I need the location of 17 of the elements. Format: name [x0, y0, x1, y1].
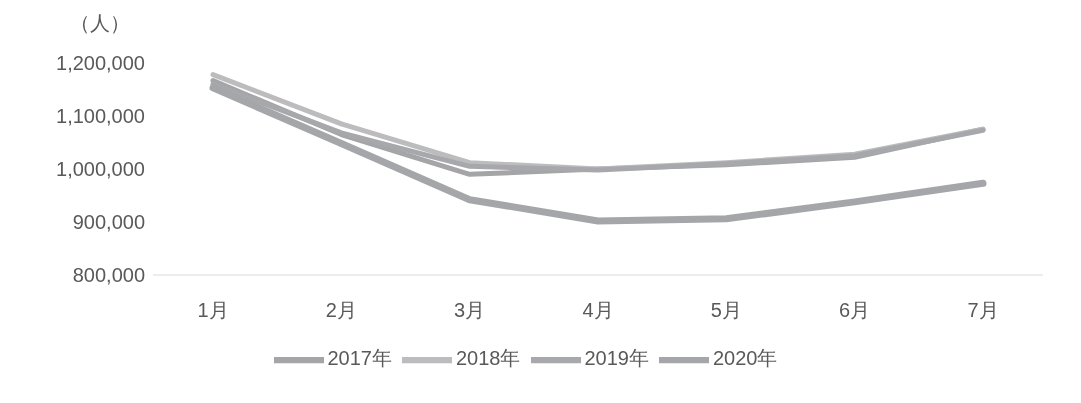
- legend-label: 2019年: [584, 347, 649, 370]
- y-tick-label: 1,100,000: [56, 105, 145, 128]
- legend-label: 2017年: [327, 347, 392, 370]
- x-tick-label: 1月: [197, 299, 229, 322]
- y-tick-label: 1,000,000: [56, 158, 145, 181]
- x-tick-label: 3月: [454, 299, 486, 322]
- x-tick-label: 2月: [325, 299, 357, 322]
- x-tick-label: 4月: [582, 299, 614, 322]
- x-tick-label: 5月: [710, 299, 742, 322]
- x-tick-label: 7月: [967, 299, 999, 322]
- y-tick-label: 900,000: [72, 211, 145, 234]
- y-tick-label: 1,200,000: [56, 52, 145, 75]
- legend-label: 2020年: [713, 347, 778, 370]
- x-tick-label: 6月: [839, 299, 871, 322]
- y-axis-title: （人）: [70, 11, 130, 36]
- legend-label: 2018年: [456, 347, 521, 370]
- y-tick-label: 800,000: [72, 264, 145, 287]
